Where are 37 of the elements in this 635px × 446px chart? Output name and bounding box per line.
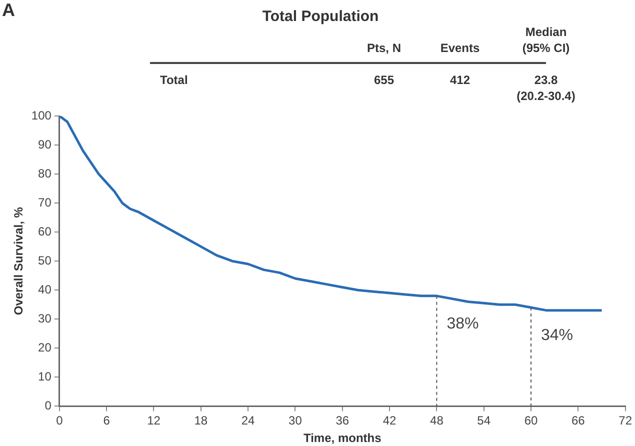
text: 412	[448, 72, 472, 88]
text: Total	[160, 72, 188, 88]
y-tick-label: 90	[38, 137, 52, 152]
y-tick-label: 0	[44, 398, 52, 413]
y-tick-label: 70	[38, 195, 52, 210]
y-tick-label: 60	[38, 224, 52, 238]
y-tick-label: 80	[38, 166, 52, 180]
text: Pts, N	[366, 40, 402, 56]
text: Events	[439, 40, 481, 56]
x-tick-label: 6	[103, 414, 110, 428]
annotation: 38%	[446, 315, 479, 332]
text: Median (95% CI)	[521, 24, 571, 56]
y-tick-label: 20	[38, 340, 52, 354]
x-tick-label: 66	[571, 414, 586, 428]
x-axis-title: Time, months	[303, 431, 382, 446]
y-axis-title: Overall Survival, %	[12, 206, 26, 316]
y-tick-label: 40	[38, 282, 52, 296]
y-tick-label: 100	[31, 108, 52, 122]
y-tick-label: 10	[38, 369, 52, 384]
x-tick-label: 30	[288, 414, 302, 428]
x-tick-label: 24	[241, 414, 256, 428]
text: 23.8 (20.2-30.4)	[516, 72, 576, 104]
x-tick-label: 12	[147, 414, 161, 428]
x-tick-label: 18	[194, 414, 208, 428]
x-tick-label: 54	[477, 414, 491, 428]
x-tick-label: 0	[56, 414, 64, 428]
x-tick-label: 42	[382, 414, 397, 428]
x-tick-label: 48	[430, 414, 444, 428]
text: A	[2, 0, 15, 20]
annotation: 34%	[541, 326, 574, 344]
text: 655	[372, 72, 396, 88]
y-tick-label: 50	[38, 253, 52, 268]
chart-title: Total Population	[262, 8, 379, 26]
x-tick-label: 36	[336, 414, 350, 428]
x-tick-label: 60	[524, 414, 538, 428]
y-tick-label: 30	[38, 311, 52, 326]
x-tick-label: 72	[618, 414, 632, 428]
